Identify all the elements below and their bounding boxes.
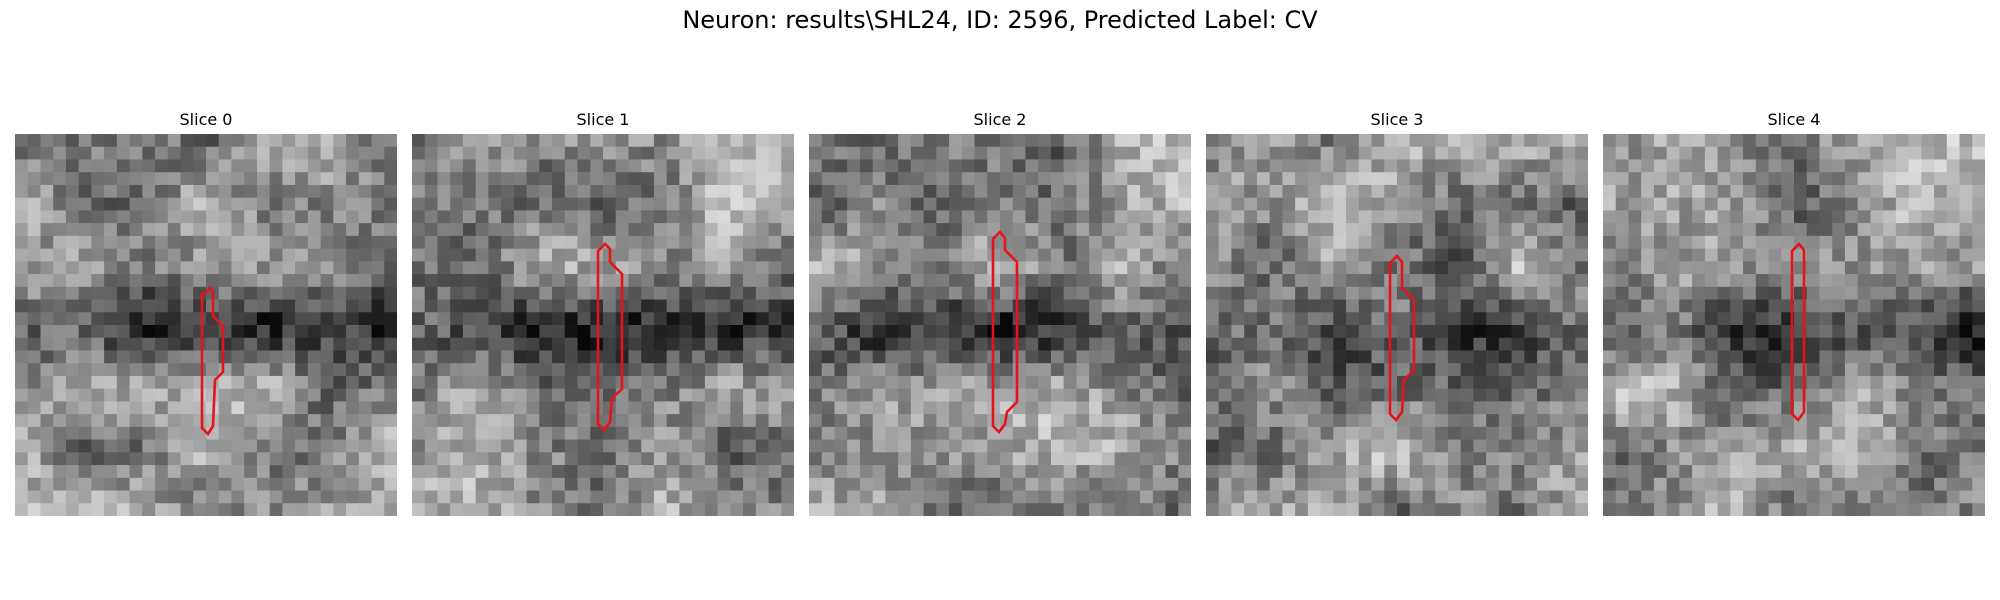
slice-panel-1: Slice 1 [412, 110, 794, 516]
slice-title: Slice 3 [1370, 110, 1424, 129]
slice-title: Slice 2 [973, 110, 1027, 129]
roi-contour [1388, 254, 1416, 422]
roi-contour [596, 242, 624, 432]
slice-image [1206, 134, 1588, 516]
slice-image [15, 134, 397, 516]
slice-title: Slice 4 [1767, 110, 1821, 129]
grayscale-em-image [809, 134, 1191, 516]
slice-panel-3: Slice 3 [1206, 110, 1588, 516]
figure-title: Neuron: results\SHL24, ID: 2596, Predict… [682, 6, 1318, 34]
slice-image [1603, 134, 1985, 516]
grayscale-em-image [1603, 134, 1985, 516]
roi-contour [200, 286, 225, 437]
roi-contour [1790, 242, 1806, 422]
grayscale-em-image [412, 134, 794, 516]
slice-image [412, 134, 794, 516]
slice-panel-2: Slice 2 [809, 110, 1191, 516]
slice-title: Slice 1 [576, 110, 630, 129]
slice-panel-4: Slice 4 [1603, 110, 1985, 516]
grayscale-em-image [1206, 134, 1588, 516]
roi-contour [991, 230, 1019, 434]
slice-title: Slice 0 [179, 110, 233, 129]
slice-panel-0: Slice 0 [15, 110, 397, 516]
grayscale-em-image [15, 134, 397, 516]
slice-image [809, 134, 1191, 516]
